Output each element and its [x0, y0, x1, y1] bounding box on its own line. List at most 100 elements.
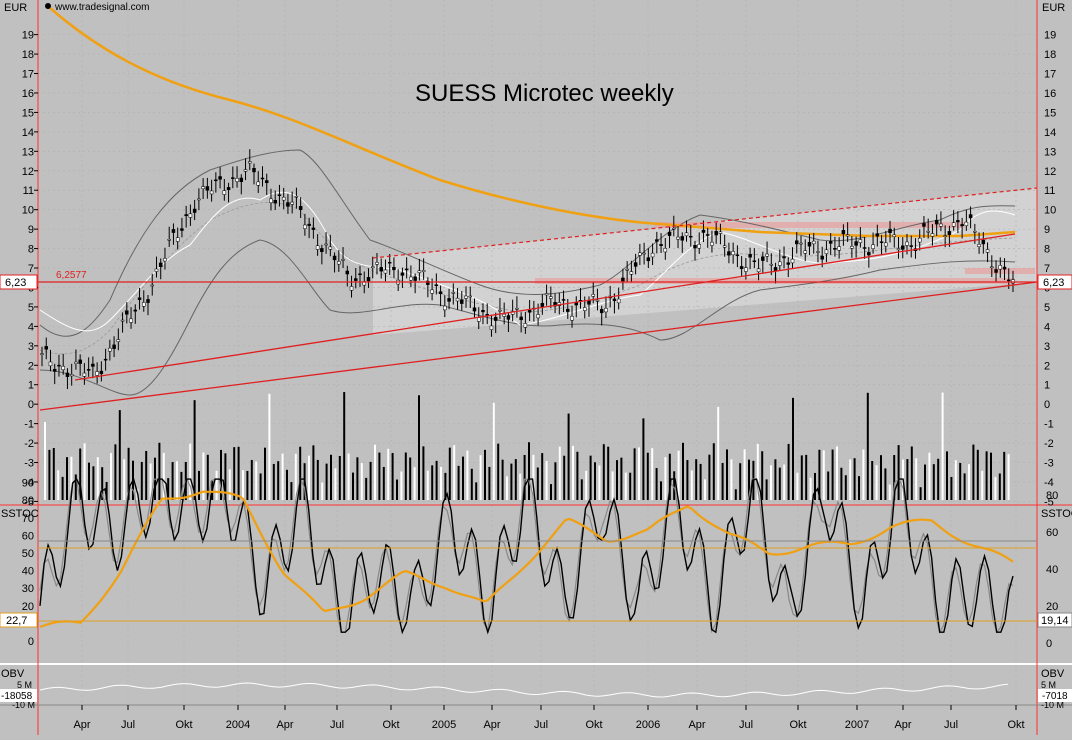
- volume-bar: [968, 464, 970, 500]
- x-axis-label: 2006: [636, 719, 660, 731]
- volume-bar: [268, 393, 271, 500]
- volume-bar: [730, 459, 733, 500]
- price-candle: [464, 295, 468, 299]
- volume-bar: [972, 444, 975, 500]
- price-candle: [400, 272, 405, 276]
- volume-bar: [673, 471, 676, 500]
- volume-bar: [510, 463, 513, 500]
- volume-bar: [536, 467, 539, 500]
- price-tick-right: -5: [1044, 496, 1054, 508]
- volume-bar: [963, 473, 966, 500]
- price-candle: [960, 224, 964, 227]
- price-candle: [676, 236, 680, 240]
- volume-bar: [990, 452, 992, 500]
- volume-bar: [88, 462, 90, 500]
- price-candle: [332, 255, 337, 261]
- volume-bar: [532, 454, 535, 500]
- stoch-slow-line: [39, 477, 1014, 634]
- volume-bar: [611, 471, 614, 500]
- price-candle: [502, 313, 506, 317]
- volume-bar: [1003, 451, 1006, 500]
- volume-bar: [277, 461, 280, 500]
- price-candle: [447, 298, 451, 302]
- stoch-label-left: SSTOC: [1, 508, 39, 520]
- volume-bar: [233, 447, 236, 500]
- volume-bar: [655, 468, 658, 500]
- price-tick-right: 14: [1044, 127, 1056, 139]
- price-tick-left: 16: [22, 88, 34, 100]
- price-candle: [841, 230, 846, 235]
- volume-bar: [259, 473, 262, 500]
- price-tick-right: 15: [1044, 107, 1056, 119]
- volume-bar: [862, 449, 865, 500]
- price-candle: [243, 169, 248, 172]
- price-candle: [964, 221, 969, 227]
- price-candle: [476, 317, 481, 322]
- price-candle: [387, 261, 392, 264]
- price-candle: [468, 295, 473, 298]
- price-candle: [672, 227, 676, 230]
- stoch-tick-right: 0: [1046, 638, 1052, 650]
- price-candle: [621, 277, 625, 282]
- price-candle: [722, 245, 727, 248]
- price-candle: [612, 298, 617, 302]
- volume-bar: [506, 476, 508, 500]
- volume-bar: [123, 459, 126, 500]
- price-candle: [82, 372, 87, 377]
- price-candle: [91, 363, 95, 367]
- upper-channel-line: [372, 187, 1038, 259]
- price-tick-right: 2: [1044, 360, 1050, 372]
- price-candle: [667, 231, 672, 236]
- price-candle: [137, 297, 142, 300]
- volume-bar: [360, 463, 363, 500]
- price-candle: [201, 186, 205, 189]
- volume-bar: [805, 454, 808, 500]
- volume-bar: [523, 454, 526, 500]
- obv-tick-right-bottom: -10 M: [1041, 700, 1064, 710]
- price-candle: [761, 256, 765, 261]
- volume-bar: [651, 448, 654, 500]
- volume-bar: [712, 443, 715, 500]
- price-candle: [748, 254, 752, 258]
- volume-bar: [101, 467, 104, 500]
- price-candle: [655, 239, 659, 242]
- lower-band-line: [39, 239, 1016, 396]
- price-candle: [981, 239, 986, 245]
- volume-bar: [743, 449, 746, 500]
- price-candle: [799, 242, 803, 245]
- price-candle: [129, 318, 133, 323]
- volume-bar: [756, 443, 759, 500]
- price-candle: [633, 262, 638, 267]
- obv-label-right: OBV: [1041, 668, 1065, 680]
- x-axis-label: Okt: [175, 719, 192, 731]
- price-candle: [697, 244, 701, 249]
- price-candle: [811, 240, 816, 245]
- price-candle: [154, 268, 159, 272]
- volume-bar: [396, 479, 398, 500]
- volume-bar: [668, 453, 671, 500]
- volume-bar: [800, 455, 803, 500]
- volume-bar: [893, 455, 896, 500]
- price-candle: [158, 262, 163, 268]
- price-candle: [566, 308, 570, 312]
- volume-bar: [928, 452, 931, 500]
- volume-bar: [642, 418, 645, 500]
- price-tick-right: 16: [1044, 88, 1056, 100]
- volume-bar: [915, 458, 918, 500]
- price-candle: [86, 369, 91, 371]
- volume-bar: [382, 466, 385, 500]
- price-candle: [120, 319, 125, 322]
- price-candle: [587, 300, 591, 305]
- price-tick-left: 7: [28, 263, 34, 275]
- volume-bar: [206, 454, 209, 500]
- price-candle: [180, 228, 184, 231]
- price-candle: [112, 344, 116, 349]
- volume-bar: [44, 422, 46, 500]
- volume-bar: [198, 470, 200, 500]
- price-candle: [837, 246, 841, 251]
- price-candle: [582, 307, 587, 311]
- volume-bar: [554, 462, 557, 500]
- price-candle: [816, 251, 820, 253]
- price-tick-right: -3: [1044, 458, 1054, 470]
- obv-tag-right: [1038, 689, 1072, 702]
